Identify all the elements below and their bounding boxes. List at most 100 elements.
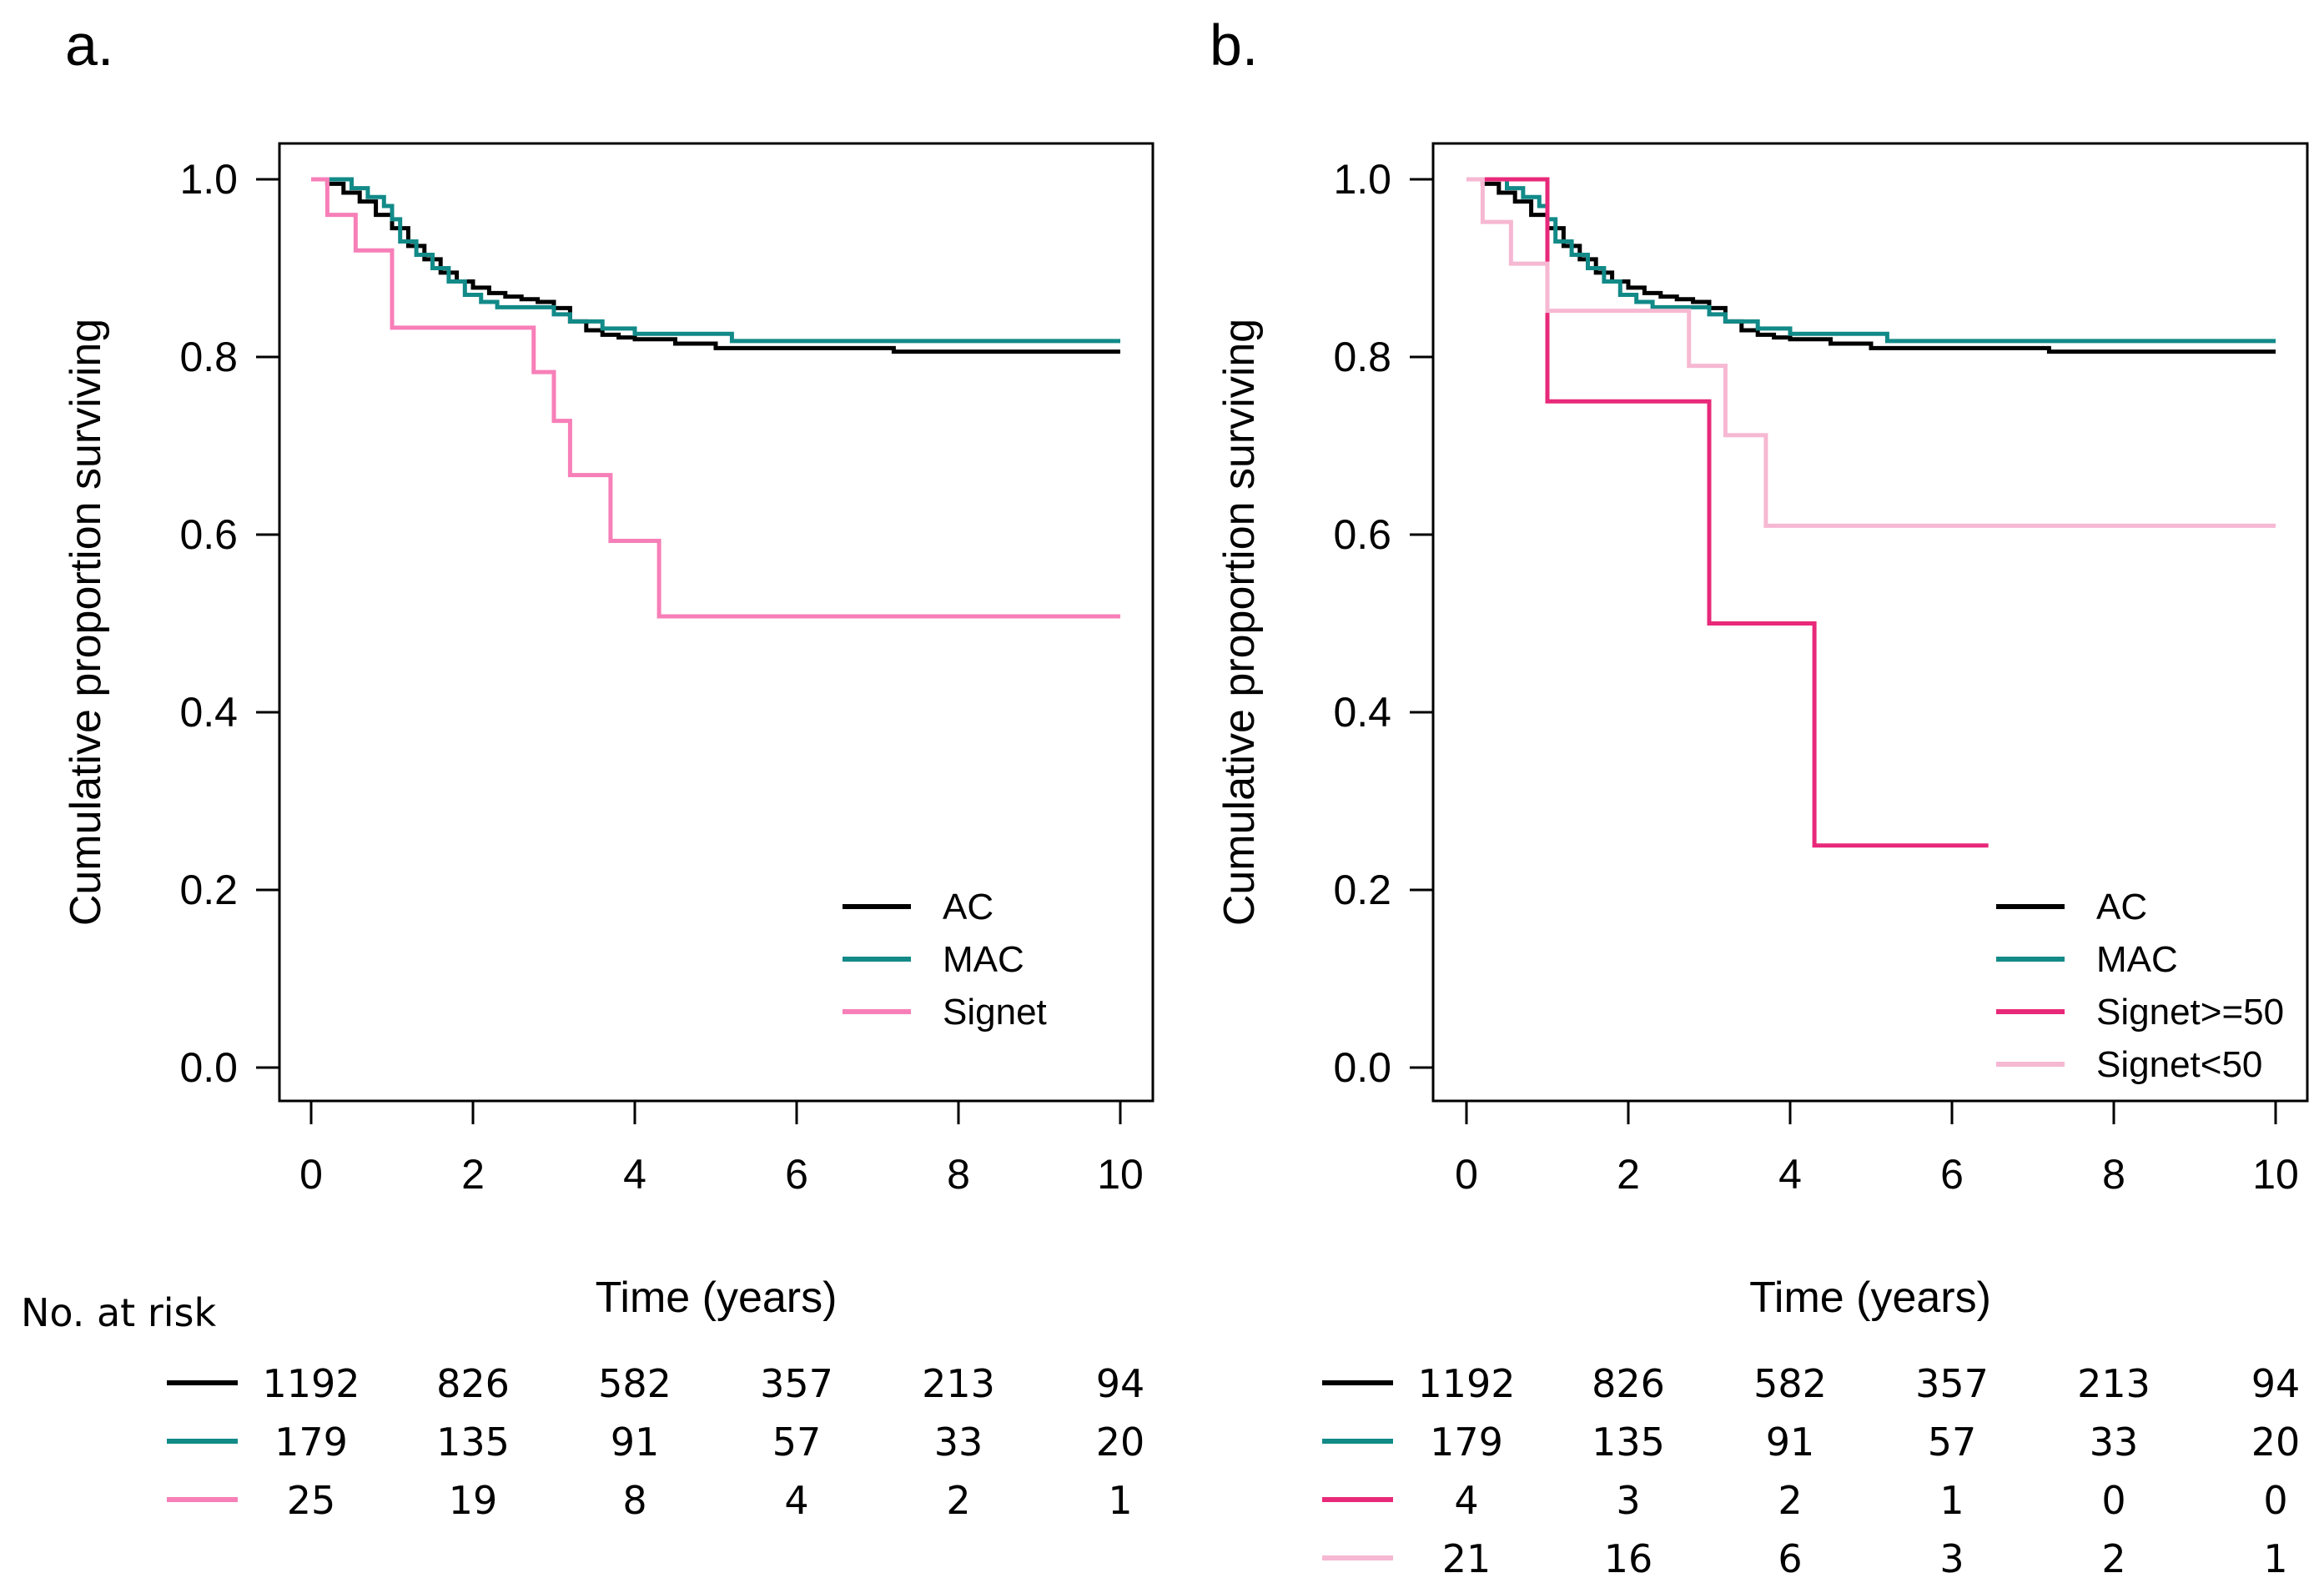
at-risk-title: No. at risk	[21, 1290, 216, 1335]
y-axis-title: Cumulative proportion surviving	[1215, 319, 1264, 926]
legend-label: MAC	[2096, 939, 2178, 980]
x-tick-label: 0	[299, 1151, 323, 1198]
legend-label: Signet	[943, 992, 1047, 1033]
plot-frame	[1431, 142, 2309, 1103]
y-tick-label: 0.4	[179, 689, 238, 736]
at-risk-value: 2	[946, 1478, 970, 1523]
at-risk-value: 21	[1442, 1536, 1491, 1581]
y-axis: 0.0 0.2 0.4 0.6 0.8 1.0	[179, 156, 279, 1091]
panel-label: b.	[1210, 13, 1258, 78]
at-risk-value: 19	[449, 1478, 498, 1523]
y-tick-label: 0.0	[179, 1044, 238, 1091]
x-tick-label: 2	[461, 1151, 485, 1198]
at-risk-value: 6	[1778, 1536, 1802, 1581]
panel-label: a.	[65, 13, 113, 78]
x-tick-label: 6	[785, 1151, 808, 1198]
at-risk-value: 582	[598, 1361, 672, 1406]
y-tick-label: 0.4	[1333, 689, 1391, 736]
y-tick-label: 0.0	[1333, 1044, 1391, 1091]
x-tick-label: 10	[1097, 1151, 1144, 1198]
y-tick-label: 0.6	[179, 511, 238, 558]
x-tick-label: 6	[1940, 1151, 1964, 1198]
y-axis: 0.0 0.2 0.4 0.6 0.8 1.0	[1333, 156, 1433, 1091]
at-risk-value: 94	[1096, 1361, 1145, 1406]
series-line-mac	[311, 177, 1120, 344]
series-line-signet-50	[1466, 177, 2276, 528]
x-tick-label: 0	[1455, 1151, 1478, 1198]
at-risk-value: 135	[436, 1420, 510, 1465]
y-tick-label: 0.6	[1333, 511, 1391, 558]
at-risk-value: 1	[1939, 1478, 1964, 1523]
panel-a: a. 0.0 0.2 0.4 0.6 0.8 1.0 Cumulative proportio…	[21, 13, 1154, 1523]
x-axis-title: Time (years)	[596, 1274, 838, 1322]
x-axis: 0 2 4 6 8 10	[299, 1101, 1144, 1198]
at-risk-value: 33	[2090, 1420, 2139, 1465]
at-risk-value: 4	[1454, 1478, 1478, 1523]
at-risk-value: 8	[622, 1478, 646, 1523]
legend-label: Signet>=50	[2096, 992, 2284, 1033]
at-risk-value: 33	[934, 1420, 983, 1465]
at-risk-value: 57	[772, 1420, 822, 1465]
at-risk-value: 1	[2263, 1536, 2287, 1581]
y-tick-label: 1.0	[179, 156, 238, 203]
at-risk-value: 2	[2101, 1536, 2125, 1581]
plot-frame	[278, 142, 1154, 1103]
at-risk-value: 826	[436, 1361, 510, 1406]
at-risk-value: 16	[1604, 1536, 1653, 1581]
y-tick-label: 0.2	[179, 867, 238, 913]
at-risk-value: 1192	[262, 1361, 360, 1406]
at-risk-value: 2	[1778, 1478, 1802, 1523]
at-risk-value: 25	[287, 1478, 336, 1523]
at-risk-value: 3	[1616, 1478, 1640, 1523]
series-line-mac	[1466, 177, 2276, 344]
series-line-ac	[311, 177, 1120, 354]
at-risk-value: 4	[784, 1478, 808, 1523]
y-tick-label: 1.0	[1333, 156, 1391, 203]
at-risk-value: 0	[2263, 1478, 2287, 1523]
at-risk-value: 57	[1928, 1420, 1977, 1465]
at-risk-value: 94	[2251, 1361, 2301, 1406]
series-line-signet	[311, 177, 1120, 619]
at-risk-value: 213	[2077, 1361, 2150, 1406]
at-risk-value: 135	[1592, 1420, 1665, 1465]
at-risk-value: 179	[1430, 1420, 1503, 1465]
x-tick-label: 2	[1617, 1151, 1640, 1198]
at-risk-value: 357	[1915, 1361, 1989, 1406]
legend-label: AC	[2096, 887, 2147, 927]
x-axis: 0 2 4 6 8 10	[1455, 1101, 2299, 1198]
at-risk-value: 91	[611, 1420, 660, 1465]
x-tick-label: 8	[2102, 1151, 2125, 1198]
x-axis-title: Time (years)	[1749, 1274, 1991, 1322]
at-risk-value: 1	[1108, 1478, 1132, 1523]
at-risk-value: 20	[1096, 1420, 1145, 1465]
series-line-ac	[1466, 177, 2276, 354]
series-group	[1466, 177, 2276, 848]
y-tick-label: 0.2	[1333, 867, 1391, 913]
at-risk-value: 179	[274, 1420, 348, 1465]
legend-label: AC	[943, 887, 993, 927]
legend-label: MAC	[943, 939, 1024, 980]
at-risk-value: 582	[1753, 1361, 1827, 1406]
series-group	[311, 177, 1120, 619]
x-tick-label: 8	[947, 1151, 970, 1198]
at-risk-value: 0	[2101, 1478, 2125, 1523]
x-tick-label: 10	[2252, 1151, 2299, 1198]
legend: AC MAC Signet	[843, 887, 1047, 1033]
at-risk-value: 213	[922, 1361, 995, 1406]
at-risk-value: 1192	[1417, 1361, 1515, 1406]
at-risk-value: 3	[1939, 1536, 1964, 1581]
y-axis-title: Cumulative proportion surviving	[62, 319, 110, 926]
x-tick-label: 4	[623, 1151, 646, 1198]
x-tick-label: 4	[1778, 1151, 1802, 1198]
legend: AC MAC Signet>=50 Signet<50	[1996, 887, 2284, 1085]
at-risk-value: 357	[760, 1361, 833, 1406]
y-tick-label: 0.8	[179, 334, 238, 380]
series-line-signet-50	[1466, 177, 1989, 848]
at-risk-value: 20	[2251, 1420, 2301, 1465]
at-risk-value: 826	[1592, 1361, 1665, 1406]
y-tick-label: 0.8	[1333, 334, 1391, 380]
at-risk-value: 91	[1766, 1420, 1815, 1465]
